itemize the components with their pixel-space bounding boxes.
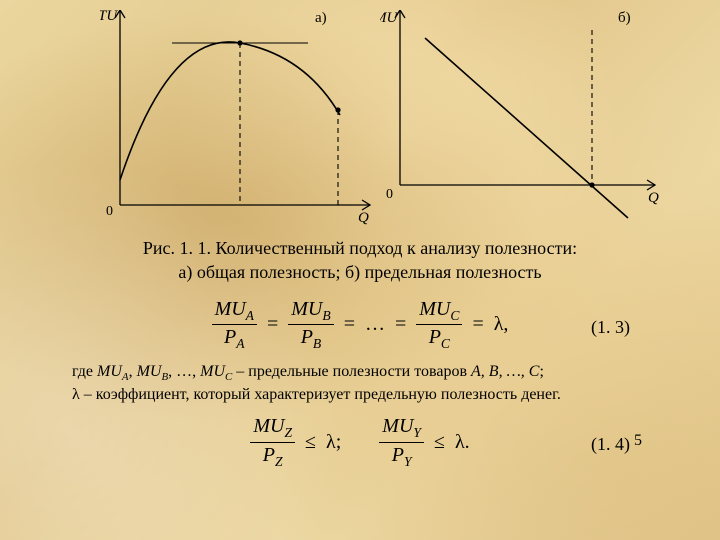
eq-equals-4: = [472, 313, 483, 336]
eq2-r-numsub: Y [413, 425, 421, 440]
eq-equals-1: = [267, 313, 278, 336]
figure-panels: TU 0 Q а) [0, 0, 720, 230]
chart-a-origin: 0 [106, 204, 113, 219]
chart-a-panel-label: а) [315, 10, 327, 26]
eq1-number: (1. 3) [591, 317, 630, 338]
caption-line2: а) общая полезность; б) предельная полез… [178, 262, 541, 282]
explain-mua: MU [97, 363, 122, 380]
eq2-op2: ≤ [434, 431, 445, 454]
eq1-t0-densub: A [236, 336, 244, 351]
frac-mua-pa: MUA PA [212, 299, 257, 351]
page-number: 5 [634, 432, 642, 450]
chart-marginal-utility: MU 0 Q б) [380, 10, 670, 230]
figure-caption: Рис. 1. 1. Количественный подход к анали… [60, 236, 660, 285]
explain-muc: MU [200, 363, 225, 380]
eq1-t3-densub: C [441, 336, 450, 351]
equation-1-3: MUA PA = MUB PB = … = MUC [0, 299, 720, 355]
eq2-r-den: P [392, 444, 404, 466]
chart-b-ylabel: MU [380, 10, 398, 26]
eq1-t3-den: P [429, 326, 441, 348]
chart-a-xlabel: Q [358, 210, 369, 225]
eq2-l-densub: Z [275, 454, 283, 469]
eq2-r-densub: Y [404, 454, 412, 469]
chart-b-origin: 0 [386, 187, 393, 202]
eq2-mid: λ; [326, 431, 341, 454]
chart-total-utility: TU 0 Q а) [100, 10, 380, 230]
chart-b-xlabel: Q [648, 190, 659, 206]
eq1-rhs: λ, [494, 313, 509, 336]
explain-prefix: где [72, 363, 97, 380]
explain-semi: ; [539, 363, 543, 380]
explain-dash: – предельные полезности товаров [232, 363, 471, 380]
explain-sep1: , [129, 363, 137, 380]
eq1-t0-numsub: A [246, 308, 254, 323]
chart-a-ylabel: TU [100, 10, 118, 24]
explain-mua-sub: A [122, 371, 129, 383]
eq-equals-2: = [344, 313, 355, 336]
frac-mub-pb: MUB PB [288, 299, 333, 351]
explain-mub: MU [137, 363, 162, 380]
chart-b-panel-label: б) [618, 10, 631, 26]
eq2-l-numsub: Z [284, 425, 292, 440]
frac-muz-pz: MUZ PZ [250, 416, 295, 468]
explain-goods: A, B, …, C [471, 363, 539, 380]
eq1-t3-numsub: C [450, 308, 459, 323]
eq2-l-num: MU [253, 415, 284, 437]
eq2-number: (1. 4) [591, 434, 630, 455]
equation-1-4: MUZ PZ ≤ λ; MUY PY ≤ λ. (1. 4) [0, 416, 720, 472]
eq1-t1-den: P [301, 326, 313, 348]
eq1-t1-num: MU [291, 298, 322, 320]
chart-b-svg: MU 0 Q б) [380, 10, 670, 225]
explain-sep2: , …, [168, 363, 200, 380]
eq1-t1-numsub: B [322, 308, 330, 323]
caption-line1: Рис. 1. 1. Количественный подход к анали… [143, 238, 577, 258]
eq1-t3-num: MU [419, 298, 450, 320]
equation-explanation: где MUA, MUB, …, MUC – предельные полезн… [72, 361, 648, 406]
eq1-t0-num: MU [215, 298, 246, 320]
frac-muc-pc: MUC PC [416, 299, 462, 351]
eq1-t1-densub: B [313, 336, 321, 351]
frac-muy-py: MUY PY [379, 416, 424, 468]
explain-lambda: λ – коэффициент, который характеризует п… [72, 386, 561, 403]
eq1-t0-den: P [224, 326, 236, 348]
eq2-op1: ≤ [305, 431, 316, 454]
eq1-ellipsis: … [365, 313, 385, 336]
eq2-r-num: MU [382, 415, 413, 437]
eq2-l-den: P [263, 444, 275, 466]
chart-a-svg: TU 0 Q а) [100, 10, 380, 225]
eq-equals-3: = [395, 313, 406, 336]
eq2-rhs: λ. [455, 431, 470, 454]
